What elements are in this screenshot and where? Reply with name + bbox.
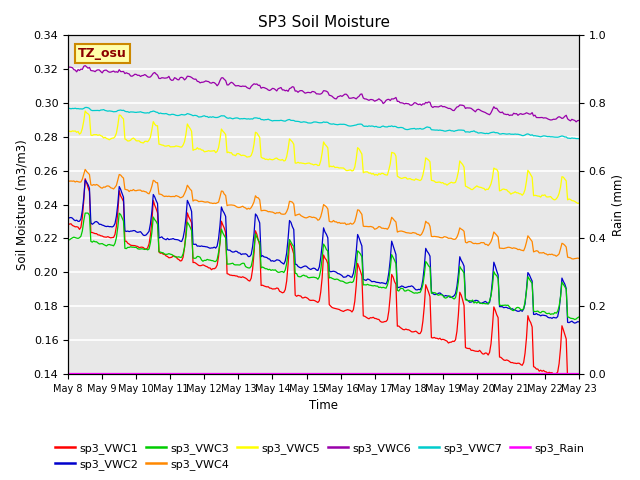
sp3_VWC6 xyxy=(572,119,580,125)
sp3_VWC1 xyxy=(514,360,522,366)
sp3_VWC5 xyxy=(79,126,86,132)
sp3_VWC7 xyxy=(161,111,168,117)
Line: sp3_VWC3: sp3_VWC3 xyxy=(68,213,579,320)
sp3_VWC1 xyxy=(385,308,393,314)
sp3_VWC4 xyxy=(514,247,522,252)
sp3_VWC2 xyxy=(575,319,583,324)
sp3_Rain xyxy=(383,371,391,376)
sp3_VWC3 xyxy=(79,228,86,234)
sp3_VWC2 xyxy=(385,270,393,276)
sp3_VWC5 xyxy=(81,108,89,114)
sp3_VWC4 xyxy=(575,255,583,261)
sp3_VWC5 xyxy=(514,190,522,196)
sp3_VWC6 xyxy=(79,67,86,72)
sp3_Rain xyxy=(64,371,72,376)
sp3_VWC2 xyxy=(571,320,579,326)
sp3_VWC6 xyxy=(81,63,89,69)
sp3_VWC7 xyxy=(83,105,90,110)
Line: sp3_VWC2: sp3_VWC2 xyxy=(68,180,579,323)
X-axis label: Time: Time xyxy=(309,399,338,412)
sp3_VWC7 xyxy=(575,136,583,142)
sp3_VWC6 xyxy=(356,91,364,97)
sp3_VWC4 xyxy=(81,167,89,172)
sp3_VWC5 xyxy=(385,167,393,173)
sp3_VWC3 xyxy=(575,314,583,320)
sp3_Rain xyxy=(513,371,520,376)
Line: sp3_VWC7: sp3_VWC7 xyxy=(68,108,579,139)
Line: sp3_VWC4: sp3_VWC4 xyxy=(68,169,579,259)
sp3_VWC7 xyxy=(374,124,381,130)
sp3_VWC7 xyxy=(64,106,72,111)
sp3_Rain xyxy=(159,371,167,376)
sp3_VWC1 xyxy=(356,268,364,274)
sp3_VWC3 xyxy=(356,251,364,257)
sp3_VWC4 xyxy=(385,224,393,230)
sp3_VWC6 xyxy=(161,75,168,81)
sp3_VWC1 xyxy=(374,316,381,322)
sp3_VWC1 xyxy=(81,176,89,181)
sp3_VWC6 xyxy=(575,118,583,123)
sp3_VWC5 xyxy=(64,128,72,133)
Line: sp3_VWC1: sp3_VWC1 xyxy=(68,179,579,383)
sp3_Rain xyxy=(372,371,380,376)
sp3_VWC7 xyxy=(514,132,522,137)
sp3_VWC4 xyxy=(570,256,577,262)
sp3_VWC5 xyxy=(161,143,168,149)
Y-axis label: Soil Moisture (m3/m3): Soil Moisture (m3/m3) xyxy=(15,139,28,270)
sp3_VWC5 xyxy=(575,200,583,206)
sp3_VWC1 xyxy=(79,215,86,220)
sp3_Rain xyxy=(575,371,583,376)
sp3_VWC4 xyxy=(161,193,168,199)
Text: TZ_osu: TZ_osu xyxy=(78,48,127,60)
sp3_VWC3 xyxy=(161,251,168,257)
sp3_VWC2 xyxy=(161,236,168,242)
sp3_Rain xyxy=(79,371,86,376)
sp3_VWC4 xyxy=(374,225,381,231)
sp3_VWC5 xyxy=(356,149,364,155)
sp3_VWC2 xyxy=(374,279,381,285)
sp3_VWC3 xyxy=(514,304,522,310)
Line: sp3_VWC6: sp3_VWC6 xyxy=(68,66,579,122)
sp3_VWC2 xyxy=(81,177,89,183)
sp3_Rain xyxy=(355,371,363,376)
sp3_VWC2 xyxy=(79,208,86,214)
sp3_VWC3 xyxy=(81,210,89,216)
sp3_VWC2 xyxy=(356,239,364,245)
sp3_VWC7 xyxy=(79,106,86,112)
sp3_VWC3 xyxy=(374,283,381,289)
sp3_VWC7 xyxy=(385,123,393,129)
sp3_VWC3 xyxy=(64,237,72,242)
sp3_VWC5 xyxy=(573,200,581,206)
sp3_VWC6 xyxy=(514,112,522,118)
sp3_VWC5 xyxy=(374,172,381,178)
sp3_VWC4 xyxy=(356,209,364,215)
sp3_VWC2 xyxy=(64,216,72,221)
sp3_VWC2 xyxy=(514,309,522,314)
Line: sp3_VWC5: sp3_VWC5 xyxy=(68,111,579,203)
sp3_VWC4 xyxy=(79,176,86,182)
sp3_VWC1 xyxy=(161,252,168,257)
sp3_VWC6 xyxy=(374,97,381,103)
sp3_VWC1 xyxy=(575,380,583,386)
sp3_VWC4 xyxy=(64,178,72,184)
Title: SP3 Soil Moisture: SP3 Soil Moisture xyxy=(257,15,390,30)
sp3_VWC3 xyxy=(571,317,579,323)
Y-axis label: Rain (mm): Rain (mm) xyxy=(612,174,625,236)
sp3_VWC6 xyxy=(385,96,393,102)
sp3_VWC1 xyxy=(573,380,581,386)
sp3_VWC1 xyxy=(64,221,72,227)
sp3_VWC3 xyxy=(385,276,393,282)
Legend: sp3_VWC1, sp3_VWC2, sp3_VWC3, sp3_VWC4, sp3_VWC5, sp3_VWC6, sp3_VWC7, sp3_Rain: sp3_VWC1, sp3_VWC2, sp3_VWC3, sp3_VWC4, … xyxy=(51,438,589,474)
sp3_VWC7 xyxy=(356,121,364,127)
sp3_VWC6 xyxy=(64,64,72,70)
